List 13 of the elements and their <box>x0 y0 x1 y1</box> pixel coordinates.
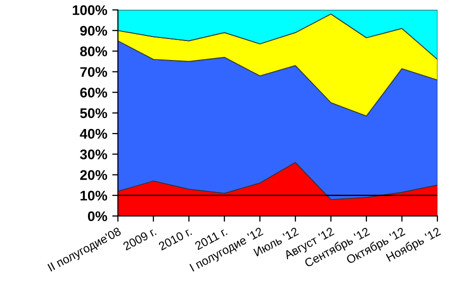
y-tick-label: 70% <box>80 67 108 77</box>
y-tick-label: 40% <box>80 128 108 139</box>
y-tick-label: 60% <box>80 88 108 98</box>
y-tick-label: 20% <box>80 170 108 180</box>
y-tick-label: 80% <box>80 46 108 56</box>
y-tick-label: 50% <box>80 108 108 118</box>
y-tick-label: 90% <box>80 26 108 36</box>
y-tick-label: 100% <box>72 5 108 16</box>
y-tick-label: 0% <box>88 211 108 222</box>
x-tick-label: 2009 г. <box>122 227 157 251</box>
y-tick-label: 30% <box>80 150 108 160</box>
y-tick-label: 10% <box>80 190 108 201</box>
x-tick-label: 2010 г. <box>158 227 192 251</box>
